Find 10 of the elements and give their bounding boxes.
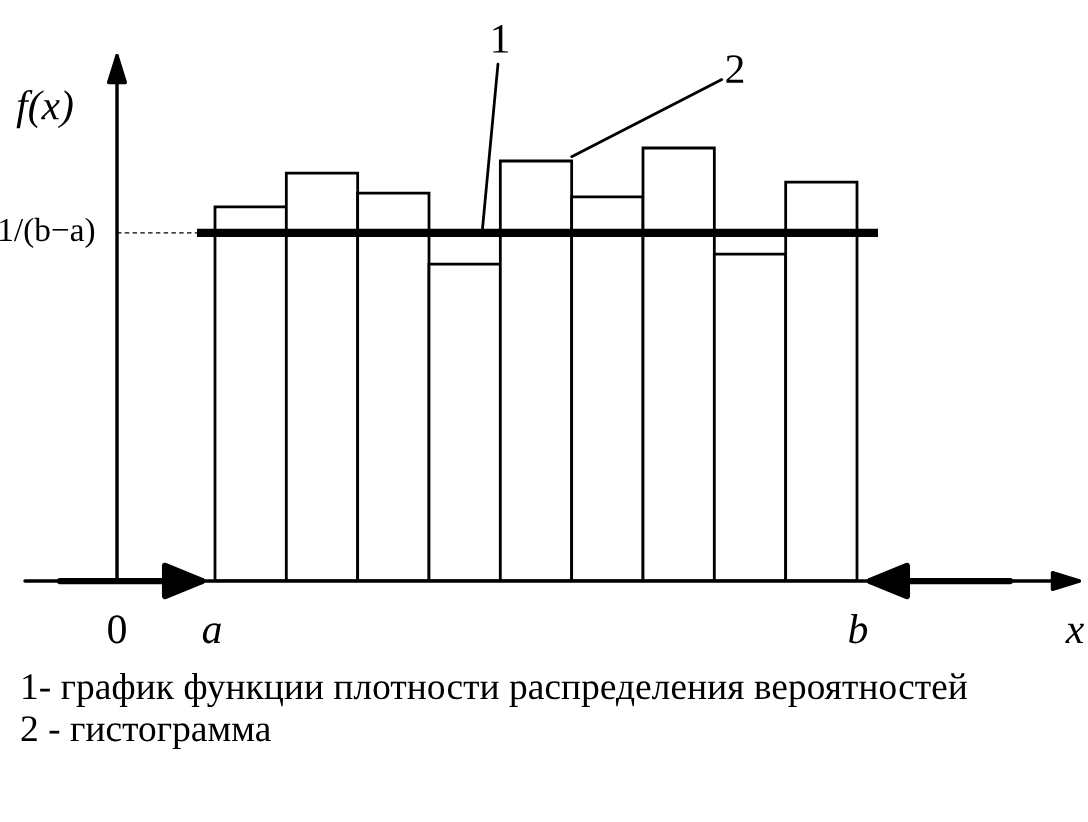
text: 0 bbox=[108, 615, 126, 644]
x-axis-title: x bbox=[1065, 623, 1084, 643]
ref-line-label: 1/(b−a) bbox=[0, 217, 95, 248]
y-axis-title: f(x) bbox=[16, 89, 73, 129]
text: b bbox=[849, 614, 868, 644]
text: 2 - гистограмма bbox=[21, 716, 271, 749]
text: 1 bbox=[493, 25, 508, 53]
text: a bbox=[202, 623, 221, 644]
text: 2 bbox=[726, 55, 744, 83]
text: 1- график функции плотности распределения вероятностей bbox=[23, 672, 967, 708]
